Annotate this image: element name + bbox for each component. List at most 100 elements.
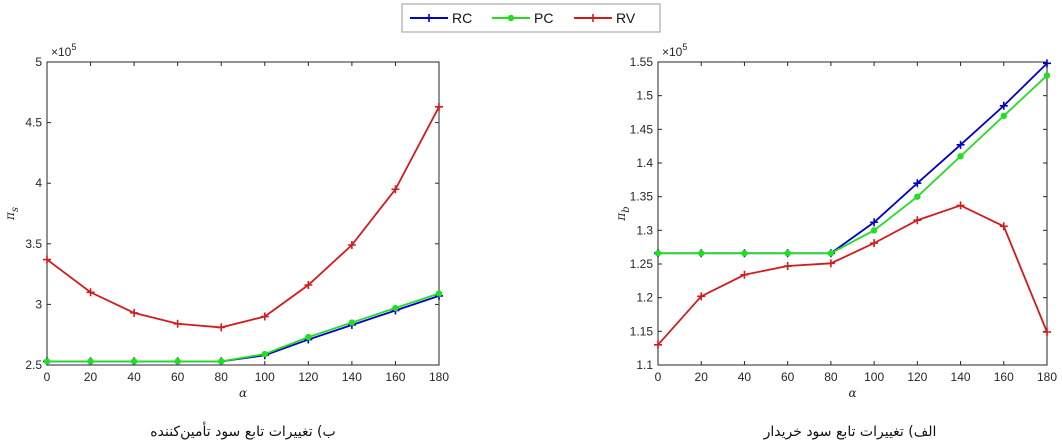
- series-pc: [43, 290, 443, 365]
- data-point-pc: [1043, 72, 1051, 79]
- data-point-pc: [43, 358, 51, 365]
- data-point-rv: [435, 102, 443, 111]
- y-axis-label: πb: [614, 206, 632, 221]
- x-tick-label: 120: [907, 370, 927, 384]
- data-point-rv: [391, 185, 400, 194]
- data-point-rv: [999, 222, 1008, 231]
- data-point-pc: [741, 250, 748, 257]
- data-point-rv: [347, 241, 356, 250]
- chart-caption: ب) تغییرات تابع سود تأمین‌کننده: [150, 421, 335, 440]
- y-tick-label: 1.5: [636, 89, 653, 103]
- legend-label-rc: RC: [452, 10, 472, 26]
- x-axis-label: α: [848, 386, 856, 400]
- series-line-pc: [658, 74, 1048, 255]
- data-point-pc: [870, 227, 878, 234]
- series-line-rv: [657, 204, 1048, 346]
- chart-supplier-profit: ب) تغییرات تابع سود تأمین‌کننده 0 20 40 60 8…: [3, 42, 449, 440]
- data-point-pc: [827, 250, 835, 257]
- data-point-rc: [1043, 59, 1051, 68]
- x-tick-label: 100: [864, 370, 884, 384]
- x-tick-label: 160: [994, 370, 1014, 384]
- data-point-rv: [1043, 328, 1051, 337]
- x-tick-label: 40: [738, 370, 752, 384]
- data-point-rc: [956, 140, 965, 149]
- data-point-rc: [913, 179, 922, 188]
- data-point-rv: [260, 312, 269, 321]
- plot-area: [46, 61, 440, 366]
- data-point-rc: [999, 101, 1008, 110]
- data-point-rv: [697, 292, 706, 301]
- y-tick-label: 3: [35, 297, 42, 311]
- y-tick-label: 5: [35, 55, 42, 69]
- y-tick-label: 1.25: [630, 257, 654, 271]
- x-axis-label: α: [239, 386, 247, 400]
- data-point-rv: [956, 201, 965, 210]
- data-point-pc: [435, 290, 443, 297]
- x-tick-label: 160: [385, 370, 405, 384]
- chart-caption: الف) تغییرات تابع سود خریدار: [763, 424, 937, 440]
- x-tick-label: 80: [824, 370, 838, 384]
- x-tick-label: 20: [84, 370, 98, 384]
- y-tick-label: 1.15: [630, 324, 654, 338]
- data-point-pc: [914, 193, 921, 200]
- data-point-pc: [130, 358, 138, 365]
- data-point-rv: [740, 270, 749, 279]
- legend: RC PC RV: [401, 3, 661, 33]
- y-tick-label: 1.2: [636, 291, 653, 305]
- data-point-rv: [130, 308, 139, 317]
- legend-label-pc: PC: [534, 10, 553, 26]
- data-point-pc: [174, 358, 181, 365]
- y-tick-label: 2.5: [25, 358, 42, 372]
- y-tick-label: 4: [35, 176, 42, 190]
- x-tick-label: 40: [127, 370, 141, 384]
- x-tick-label: 80: [215, 370, 229, 384]
- y-tick-label: 1.3: [636, 223, 653, 237]
- x-tick-label: 180: [429, 370, 449, 384]
- data-point-rv: [654, 340, 662, 349]
- data-point-pc: [348, 319, 356, 326]
- y-tick-label: 3.5: [25, 237, 42, 251]
- series-line-pc: [47, 292, 440, 363]
- data-point-rv: [173, 319, 182, 328]
- x-tick-label: 60: [781, 370, 795, 384]
- data-point-rv: [43, 255, 51, 264]
- x-tick-label: 180: [1037, 370, 1057, 384]
- data-point-rv: [304, 281, 313, 290]
- data-point-rv: [913, 216, 922, 225]
- y-tick-label: 1.4: [636, 156, 653, 170]
- y-exponent-label: ×105: [662, 42, 687, 59]
- y-tick-label: 1.45: [630, 122, 654, 136]
- x-tick-label: 0: [655, 370, 662, 384]
- y-tick-label: 4.5: [25, 116, 42, 130]
- x-tick-label: 0: [44, 370, 51, 384]
- data-point-rv: [783, 262, 792, 271]
- series-pc: [654, 72, 1051, 257]
- data-point-pc: [698, 250, 705, 257]
- chart-buyer-profit: الف) تغییرات تابع سود خریدار 0 20 40 60 80 10…: [614, 42, 1057, 440]
- y-tick-label: 1.35: [630, 190, 654, 204]
- data-point-pc: [261, 350, 268, 358]
- x-tick-label: 120: [298, 370, 318, 384]
- x-tick-label: 60: [171, 370, 185, 384]
- legend-marker-pc: [507, 14, 515, 22]
- x-tick-label: 140: [951, 370, 971, 384]
- data-point-pc: [784, 250, 791, 257]
- legend-label-rv: RV: [616, 10, 636, 26]
- data-point-pc: [305, 333, 312, 341]
- series-rv: [43, 102, 443, 332]
- data-point-pc: [957, 153, 964, 160]
- data-point-pc: [218, 358, 225, 365]
- data-point-pc: [1000, 112, 1007, 120]
- data-point-pc: [654, 250, 662, 257]
- y-axis-label: πs: [3, 207, 21, 221]
- data-point-rv: [870, 239, 879, 248]
- series-rv: [654, 201, 1051, 349]
- y-exponent-label: ×105: [51, 42, 76, 59]
- x-tick-label: 140: [342, 370, 362, 384]
- series-line-rv: [46, 106, 440, 329]
- y-tick-label: 1.55: [630, 55, 654, 69]
- data-point-rv: [86, 288, 95, 297]
- data-point-rv: [826, 259, 835, 268]
- data-point-rc: [870, 218, 879, 227]
